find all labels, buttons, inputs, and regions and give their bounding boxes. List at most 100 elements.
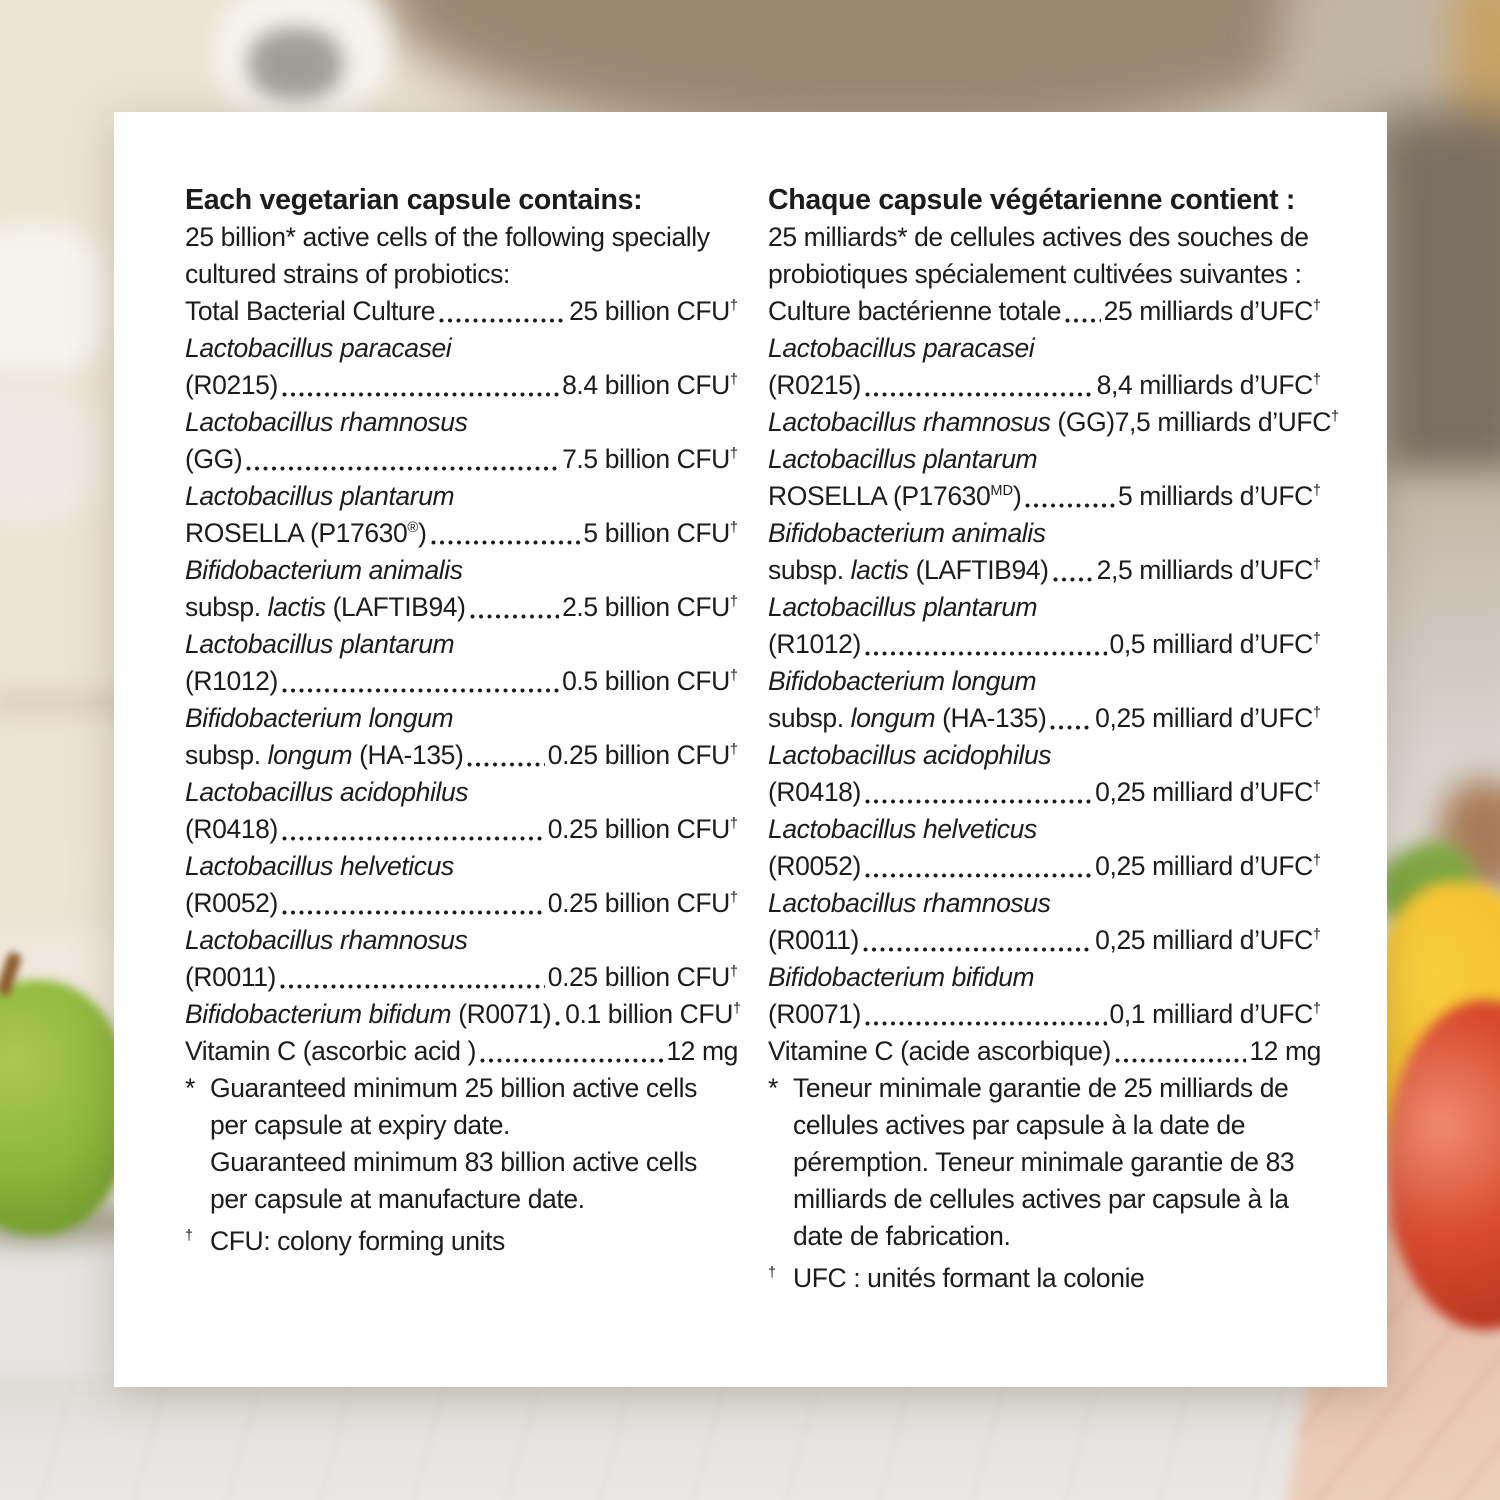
label-column-english: Each vegetarian capsule contains: 25 bil…	[185, 182, 742, 1297]
dot-leader	[438, 317, 567, 324]
ingredient-amount: 8,4 milliards d’UFC†	[1096, 370, 1321, 400]
ingredient-amount: 0,25 milliard d’UFC†	[1095, 703, 1321, 733]
dot-leader	[466, 761, 545, 768]
dot-leader	[1049, 724, 1093, 731]
ingredient-line: (R0418) 0,25 milliard d’UFC†	[768, 774, 1321, 811]
ingredient-line: Bifidobacterium animalis	[185, 555, 463, 585]
ingredient-line: Lactobacillus rhamnosus	[185, 407, 468, 437]
dot-leader	[280, 909, 545, 916]
footnotes-french: * Teneur minimale garantie de 25 milliard…	[768, 1070, 1321, 1297]
ingredient-line: Lactobacillus helveticus	[185, 851, 454, 881]
dot-leader	[280, 835, 545, 842]
ingredient-line: Lactobacillus rhamnosus (GG) 7,5 milliard…	[768, 404, 1339, 441]
ingredient-amount: 25 billion CFU†	[569, 296, 738, 326]
ingredient-line: (R1012) 0.5 billion CFU†	[185, 663, 738, 700]
ingredient-amount: 0.25 billion CFU†	[547, 814, 738, 844]
ingredient-line: Lactobacillus plantarum	[768, 444, 1038, 474]
dot-leader	[280, 687, 560, 694]
ingredient-line: (R0011) 0,25 milliard d’UFC†	[768, 922, 1321, 959]
ingredient-line: Total Bacterial Culture 25 billion CFU†	[185, 293, 738, 330]
column-heading-french: Chaque capsule végétarienne contient :	[768, 184, 1296, 216]
ingredient-amount: 0.25 billion CFU†	[547, 888, 738, 918]
dot-leader	[1024, 502, 1115, 509]
ingredient-list-english: Total Bacterial Culture 25 billion CFU† La…	[185, 293, 742, 1070]
ingredient-amount: 0.5 billion CFU†	[562, 666, 738, 696]
ingredient-amount: 8.4 billion CFU†	[562, 370, 738, 400]
dot-leader	[863, 798, 1093, 805]
dot-leader	[429, 539, 581, 546]
ingredient-line: (R1012) 0,5 milliard d’UFC†	[768, 626, 1321, 663]
ingredient-amount: 0,5 milliard d’UFC†	[1109, 629, 1322, 659]
dot-leader	[863, 391, 1094, 398]
ingredient-line: Bifidobacterium bifidum (R0071) 0.1 billi…	[185, 996, 742, 1033]
ingredient-list-french: Culture bactérienne totale 25 milliards d…	[768, 293, 1339, 1070]
ingredient-line: (R0011) 0.25 billion CFU†	[185, 959, 738, 996]
marble-counter	[0, 1376, 1380, 1500]
blurred-shadow	[1372, 110, 1500, 540]
ingredient-amount: 0.1 billion CFU†	[565, 999, 742, 1029]
ingredient-line: Bifidobacterium animalis	[768, 518, 1046, 548]
ingredient-line: ROSELLA (P17630MD) 5 milliards d’UFC†	[768, 478, 1321, 515]
blurred-shelf-line	[0, 690, 135, 716]
dot-leader	[863, 872, 1093, 879]
ingredient-amount: 0,25 milliard d’UFC†	[1095, 851, 1321, 881]
ingredient-amount: 2,5 milliards d’UFC†	[1096, 555, 1321, 585]
ingredient-amount: 25 milliards d’UFC†	[1103, 296, 1321, 326]
column-intro-english: 25 billion* active cells of the followin…	[185, 222, 710, 289]
label-column-french: Chaque capsule végétarienne contient : 2…	[768, 182, 1339, 1297]
ingredient-line: Lactobacillus plantarum	[768, 592, 1038, 622]
dot-leader	[861, 946, 1093, 953]
ingredient-amount: 5 milliards d’UFC†	[1117, 481, 1321, 511]
ingredient-amount: 7.5 billion CFU†	[562, 444, 738, 474]
footnote: Guaranteed minimum 83 billion active cel…	[210, 1147, 697, 1214]
supplement-label-card: Each vegetarian capsule contains: 25 bil…	[114, 112, 1387, 1387]
ingredient-line: Bifidobacterium longum	[768, 666, 1037, 696]
dot-leader	[278, 983, 545, 990]
ingredient-amount: 0,25 milliard d’UFC†	[1095, 777, 1321, 807]
ingredient-line: Vitamine C (acide ascorbique) 12 mg	[768, 1033, 1321, 1070]
ingredient-line: subsp. longum (HA-135) 0.25 billion CFU†	[185, 737, 738, 774]
ingredient-line: subsp. lactis (LAFTIB94) 2,5 milliards d’…	[768, 552, 1321, 589]
marble-veins	[0, 1376, 1380, 1500]
ingredient-line: Lactobacillus rhamnosus	[768, 888, 1051, 918]
ingredient-line: Lactobacillus paracasei	[768, 333, 1035, 363]
ingredient-amount: 7,5 milliards d’UFC†	[1114, 407, 1340, 437]
ingredient-line: Lactobacillus plantarum	[185, 629, 455, 659]
ingredient-amount: 0.25 billion CFU†	[547, 740, 738, 770]
footnote: * Teneur minimale garantie de 25 milliard…	[768, 1073, 1295, 1251]
ingredient-line: (R0215) 8,4 milliards d’UFC†	[768, 367, 1321, 404]
column-intro-french: 25 milliards* de cellules actives des so…	[768, 222, 1309, 289]
footnote: † UFC : unités formant la colonie	[768, 1262, 1145, 1293]
ingredient-amount: 0,1 milliard d’UFC†	[1109, 999, 1322, 1029]
ingredient-line: (GG) 7.5 billion CFU†	[185, 441, 738, 478]
dot-leader	[468, 613, 560, 620]
dot-leader	[479, 1057, 664, 1064]
ingredient-line: Vitamin C (ascorbic acid ) 12 mg	[185, 1033, 738, 1070]
blurred-jar-lid	[248, 28, 343, 100]
blurred-cup	[0, 385, 100, 525]
ingredient-line: Lactobacillus acidophilus	[768, 740, 1052, 770]
dot-leader	[1051, 576, 1094, 583]
dot-leader	[280, 391, 560, 398]
ingredient-line: Lactobacillus plantarum	[185, 481, 455, 511]
ingredient-line: (R0052) 0,25 milliard d’UFC†	[768, 848, 1321, 885]
footnote: † CFU: colony forming units	[185, 1225, 505, 1256]
ingredient-amount: 2.5 billion CFU†	[562, 592, 738, 622]
dot-leader	[863, 650, 1107, 657]
dot-leader	[1113, 1057, 1247, 1064]
footnote: * Guaranteed minimum 25 billion active ce…	[185, 1073, 697, 1140]
column-heading-english: Each vegetarian capsule contains:	[185, 184, 643, 216]
footnotes-english: * Guaranteed minimum 25 billion active ce…	[185, 1070, 738, 1260]
ingredient-amount: 0,25 milliard d’UFC†	[1095, 925, 1321, 955]
ingredient-line: (R0418) 0.25 billion CFU†	[185, 811, 738, 848]
ingredient-amount: 12 mg	[1249, 1036, 1321, 1066]
blurred-cup	[0, 225, 110, 375]
ingredient-amount: 12 mg	[666, 1036, 738, 1066]
ingredient-line: Bifidobacterium longum	[185, 703, 454, 733]
dot-leader	[245, 465, 560, 472]
ingredient-line: ROSELLA (P17630®) 5 billion CFU†	[185, 515, 738, 552]
ingredient-line: (R0052) 0.25 billion CFU†	[185, 885, 738, 922]
ingredient-line: Lactobacillus rhamnosus	[185, 925, 468, 955]
ingredient-line: Lactobacillus helveticus	[768, 814, 1037, 844]
